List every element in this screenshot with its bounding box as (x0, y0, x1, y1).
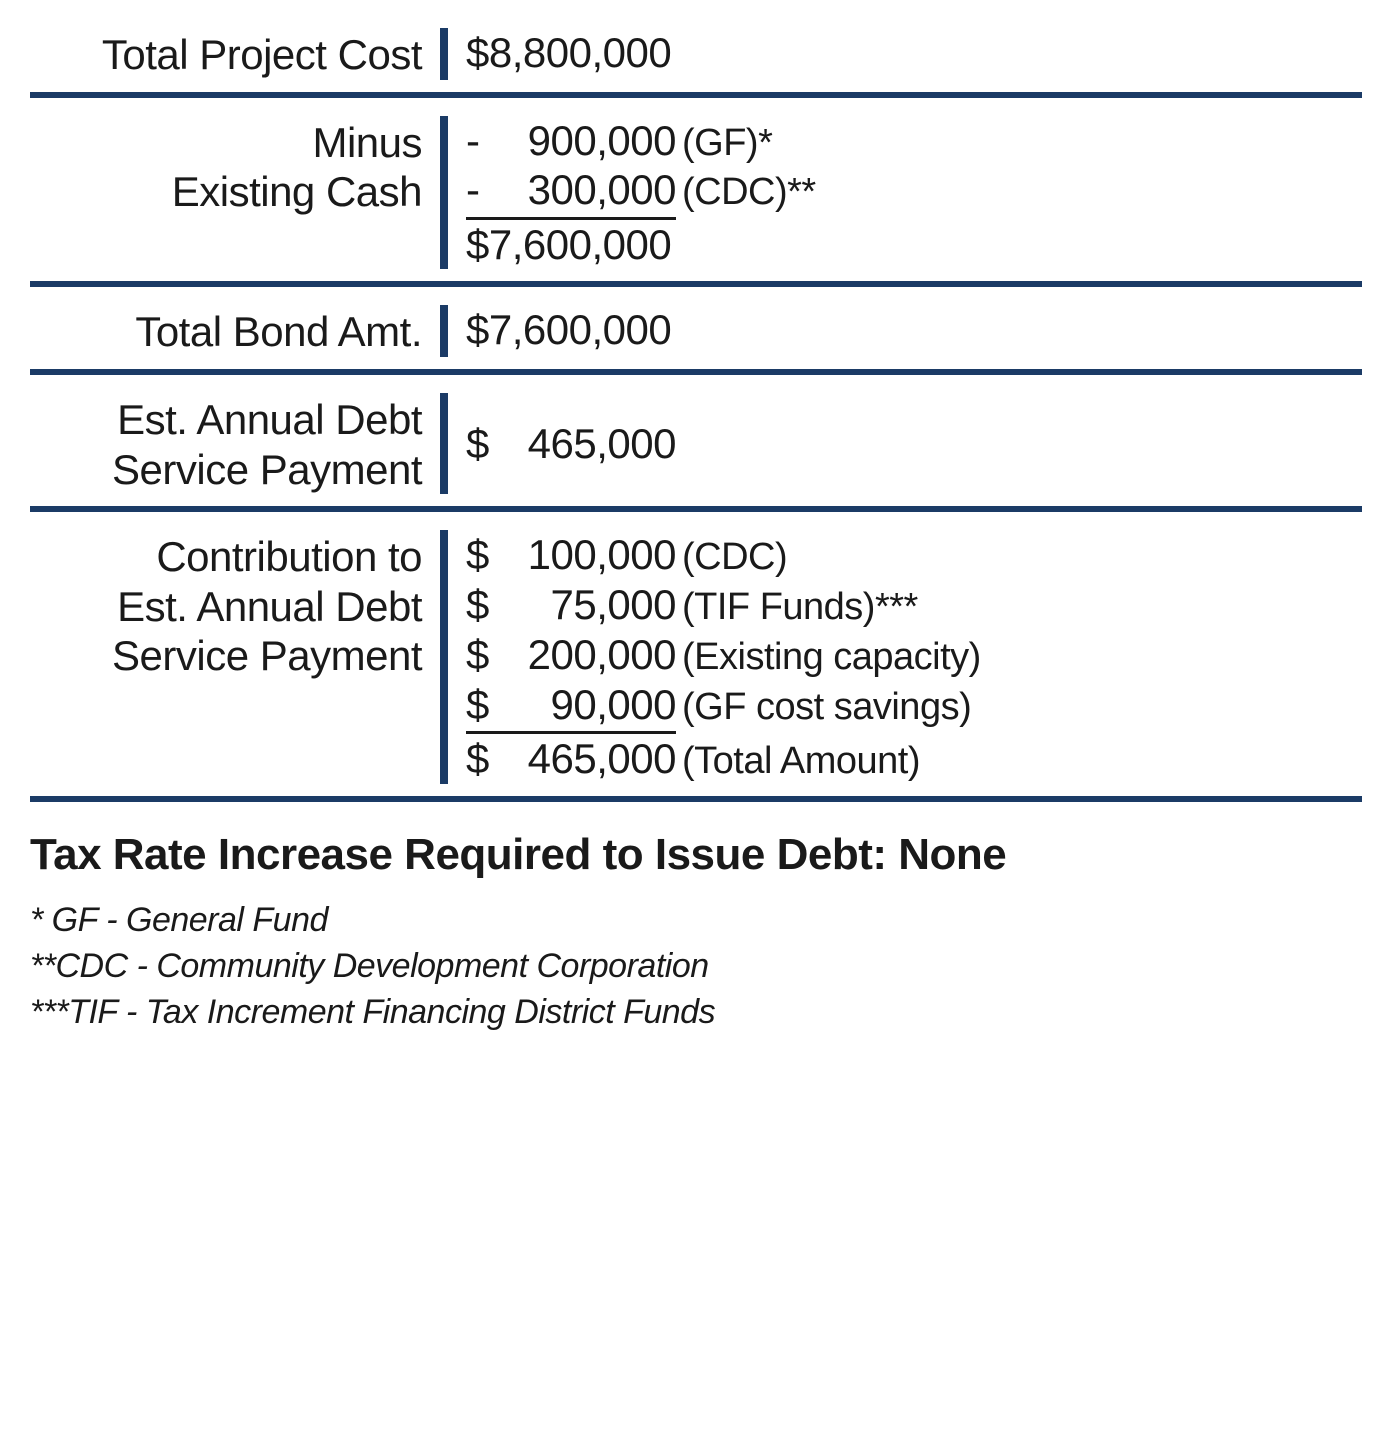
label-line: Service Payment (30, 445, 422, 495)
amount: 465,000 (496, 419, 676, 469)
divider (30, 281, 1362, 287)
contribution-amount-group: $100,000 (466, 530, 676, 580)
underlined-subtraction: - 300,000 (466, 165, 676, 220)
financial-summary-table: Total Project Cost $8,800,000 Minus Exis… (30, 20, 1362, 802)
dollar-sign: $ (466, 530, 496, 580)
divider (30, 506, 1362, 512)
source-annotation: (GF cost savings) (682, 685, 971, 730)
amount: 200,000 (496, 630, 676, 680)
contribution-amount-group: $465,000 (466, 734, 676, 784)
label-line: Est. Annual Debt (30, 395, 422, 445)
dollar-sign: $ (466, 580, 496, 630)
dollar-sign: $ (466, 680, 496, 730)
row-contributions: Contribution to Est. Annual Debt Service… (30, 522, 1362, 794)
footnotes: * GF - General Fund **CDC - Community De… (30, 898, 1362, 1036)
label-total-project-cost: Total Project Cost (30, 28, 440, 80)
label-line: Existing Cash (30, 167, 422, 217)
amount: $7,600,000 (466, 220, 671, 270)
contribution-line: $90,000(GF cost savings) (466, 680, 1362, 735)
dollar-sign: $ (466, 419, 496, 469)
dollar-sign: $ (466, 630, 496, 680)
amount: 90,000 (496, 680, 676, 730)
value-total-project-cost: $8,800,000 (440, 28, 1362, 80)
value-total-bond-amt: $7,600,000 (440, 305, 1362, 357)
label-line: Contribution to (30, 532, 422, 582)
source-annotation: (Total Amount) (682, 739, 920, 784)
label-total-bond-amt: Total Bond Amt. (30, 305, 440, 357)
label-line: Service Payment (30, 631, 422, 681)
label-line: Minus (30, 118, 422, 168)
contribution-line: $200,000(Existing capacity) (466, 630, 1362, 680)
minus-sign: - (466, 116, 496, 166)
divider (30, 369, 1362, 375)
source-annotation: (Existing capacity) (682, 635, 981, 680)
value-est-annual-debt: $ 465,000 (440, 393, 1362, 494)
dollar-sign: $ (466, 734, 496, 784)
footnote-tif: ***TIF - Tax Increment Financing Distric… (30, 990, 1362, 1036)
label-line: Est. Annual Debt (30, 582, 422, 632)
minus-sign: - (466, 165, 496, 215)
label-est-annual-debt: Est. Annual Debt Service Payment (30, 393, 440, 494)
source-annotation: (CDC) (682, 535, 787, 580)
footnote-cdc: **CDC - Community Development Corporatio… (30, 944, 1362, 990)
cash-line-gf: - 900,000 (GF)* (466, 116, 1362, 166)
label-minus-existing-cash: Minus Existing Cash (30, 116, 440, 270)
amount: 465,000 (496, 734, 676, 784)
debt-amount-line: $ 465,000 (466, 419, 676, 469)
contribution-amount-group: $200,000 (466, 630, 676, 680)
cash-subtotal: $7,600,000 (466, 220, 1362, 270)
amount: 300,000 (496, 165, 676, 215)
value-minus-existing-cash: - 900,000 (GF)* - 300,000 (CDC)** $7,600… (440, 116, 1362, 270)
contribution-amount-group: $75,000 (466, 580, 676, 630)
contribution-line: $100,000(CDC) (466, 530, 1362, 580)
amount: 900,000 (496, 116, 676, 166)
tax-rate-statement: Tax Rate Increase Required to Issue Debt… (30, 830, 1362, 880)
row-minus-existing-cash: Minus Existing Cash - 900,000 (GF)* - 30… (30, 108, 1362, 280)
source-annotation: (CDC)** (682, 170, 816, 215)
value-contributions: $100,000(CDC)$75,000(TIF Funds)***$200,0… (440, 530, 1362, 784)
contribution-line: $465,000(Total Amount) (466, 734, 1362, 784)
label-contributions: Contribution to Est. Annual Debt Service… (30, 530, 440, 784)
divider (30, 796, 1362, 802)
row-total-project-cost: Total Project Cost $8,800,000 (30, 20, 1362, 90)
row-est-annual-debt: Est. Annual Debt Service Payment $ 465,0… (30, 385, 1362, 504)
underlined-contribution: $90,000 (466, 680, 676, 735)
amount: 75,000 (496, 580, 676, 630)
row-total-bond-amt: Total Bond Amt. $7,600,000 (30, 297, 1362, 367)
divider (30, 92, 1362, 98)
amount: 100,000 (496, 530, 676, 580)
source-annotation: (GF)* (682, 121, 772, 166)
contribution-line: $75,000(TIF Funds)*** (466, 580, 1362, 630)
cash-line-cdc: - 300,000 (CDC)** (466, 165, 1362, 220)
source-annotation: (TIF Funds)*** (682, 585, 918, 630)
footnote-gf: * GF - General Fund (30, 898, 1362, 944)
